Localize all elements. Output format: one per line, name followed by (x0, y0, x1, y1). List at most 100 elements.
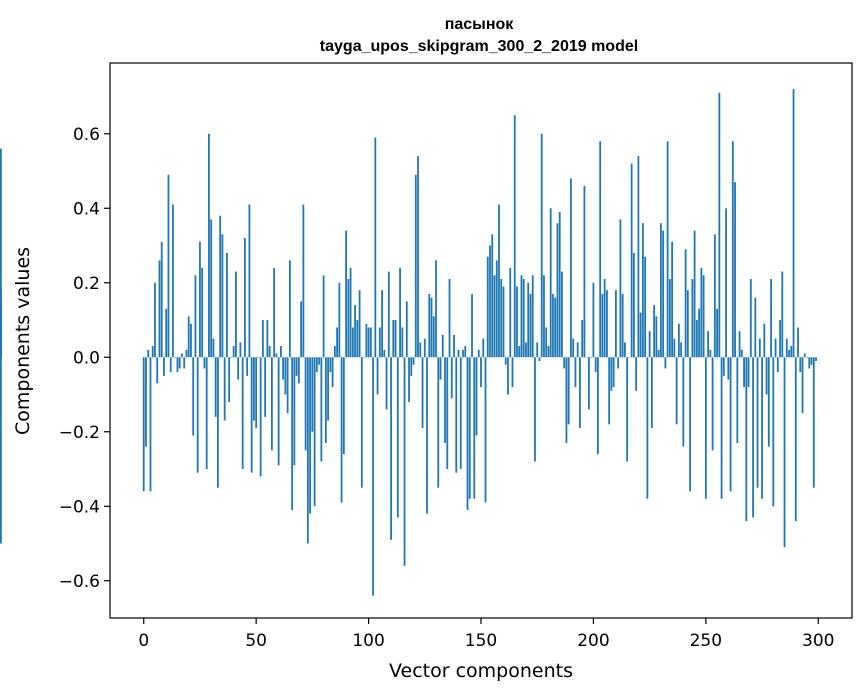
bar (664, 357, 667, 369)
bar (812, 357, 815, 488)
x-tick-label: 100 (352, 631, 384, 651)
y-tick-label: −0.2 (59, 423, 100, 443)
bar (633, 252, 635, 358)
bar (372, 357, 374, 596)
bar (221, 234, 224, 358)
y-axis-ticks: −0.6 −0.4 −0.2 0.0 0.2 0.4 0.6 (59, 125, 110, 592)
bar (502, 286, 505, 358)
bar (423, 338, 426, 358)
bar (172, 204, 174, 358)
bar (635, 357, 638, 391)
bar (199, 241, 201, 358)
bar (255, 357, 258, 429)
bar (417, 156, 419, 358)
bar (772, 357, 775, 507)
bar (495, 260, 498, 358)
bar (599, 141, 602, 358)
bar (264, 357, 267, 417)
bar (208, 133, 210, 358)
bar (0, 357, 2, 544)
bar (534, 357, 536, 462)
y-tick-label: 0.2 (73, 274, 100, 294)
bar (563, 357, 566, 369)
bar (419, 342, 422, 358)
bar (657, 349, 660, 358)
bar (0, 290, 2, 358)
bar (806, 357, 808, 358)
bar (749, 279, 752, 358)
bar (716, 308, 718, 358)
bar (262, 320, 264, 358)
bar (704, 357, 707, 499)
bar (711, 357, 714, 451)
bar (205, 357, 208, 469)
bar (329, 357, 332, 373)
bar (342, 357, 345, 455)
bar (709, 349, 712, 358)
bar (464, 346, 467, 358)
bar (583, 185, 586, 358)
bar (540, 133, 543, 358)
bar (758, 338, 761, 358)
bar (158, 260, 161, 358)
bar (552, 293, 554, 358)
bar (446, 357, 449, 469)
x-tick-label: 300 (802, 631, 834, 651)
bar (648, 331, 651, 358)
y-axis-label: Components values (12, 247, 34, 435)
bar (745, 357, 748, 522)
bar (788, 349, 790, 358)
bar (0, 148, 2, 358)
bar (475, 357, 478, 436)
bar (655, 316, 658, 358)
bar (244, 238, 246, 358)
bar (725, 208, 727, 358)
bar (621, 293, 624, 358)
bar (286, 357, 289, 414)
bar (363, 357, 365, 358)
bar (178, 357, 181, 369)
bar (588, 357, 590, 410)
bar (471, 293, 473, 358)
bar (340, 357, 343, 503)
bar (650, 357, 653, 429)
bar (747, 357, 750, 388)
bar (776, 357, 779, 373)
bar (313, 357, 316, 507)
y-tick-label: 0.4 (73, 199, 100, 219)
bar (282, 357, 285, 380)
bar (174, 357, 177, 358)
bar (808, 357, 811, 369)
chart-title-line-2: tayga_upos_skipgram_300_2_2019 model (320, 38, 638, 55)
bar (516, 286, 518, 358)
bar (675, 357, 678, 425)
bar (349, 267, 352, 358)
bar (277, 357, 280, 466)
bar (192, 357, 195, 436)
bar (477, 349, 480, 358)
bar (601, 293, 604, 358)
bar (403, 357, 406, 566)
bar (183, 357, 186, 369)
bar (401, 327, 404, 358)
bar (217, 357, 219, 488)
bar (399, 267, 401, 358)
bar (226, 252, 228, 358)
y-tick-label: −0.4 (59, 497, 100, 517)
bar (774, 338, 777, 358)
bar (489, 245, 491, 358)
bar (720, 357, 723, 499)
bar (190, 323, 192, 358)
bar (498, 204, 500, 358)
bar (432, 316, 435, 358)
bar (597, 357, 599, 455)
bar (428, 293, 431, 358)
bar (333, 346, 336, 358)
bar (522, 279, 525, 358)
bar (729, 357, 732, 492)
bar (677, 323, 680, 358)
bar (336, 327, 338, 358)
bar (259, 357, 262, 477)
x-tick-label: 200 (577, 631, 609, 651)
plot-area-frame (109, 62, 853, 619)
